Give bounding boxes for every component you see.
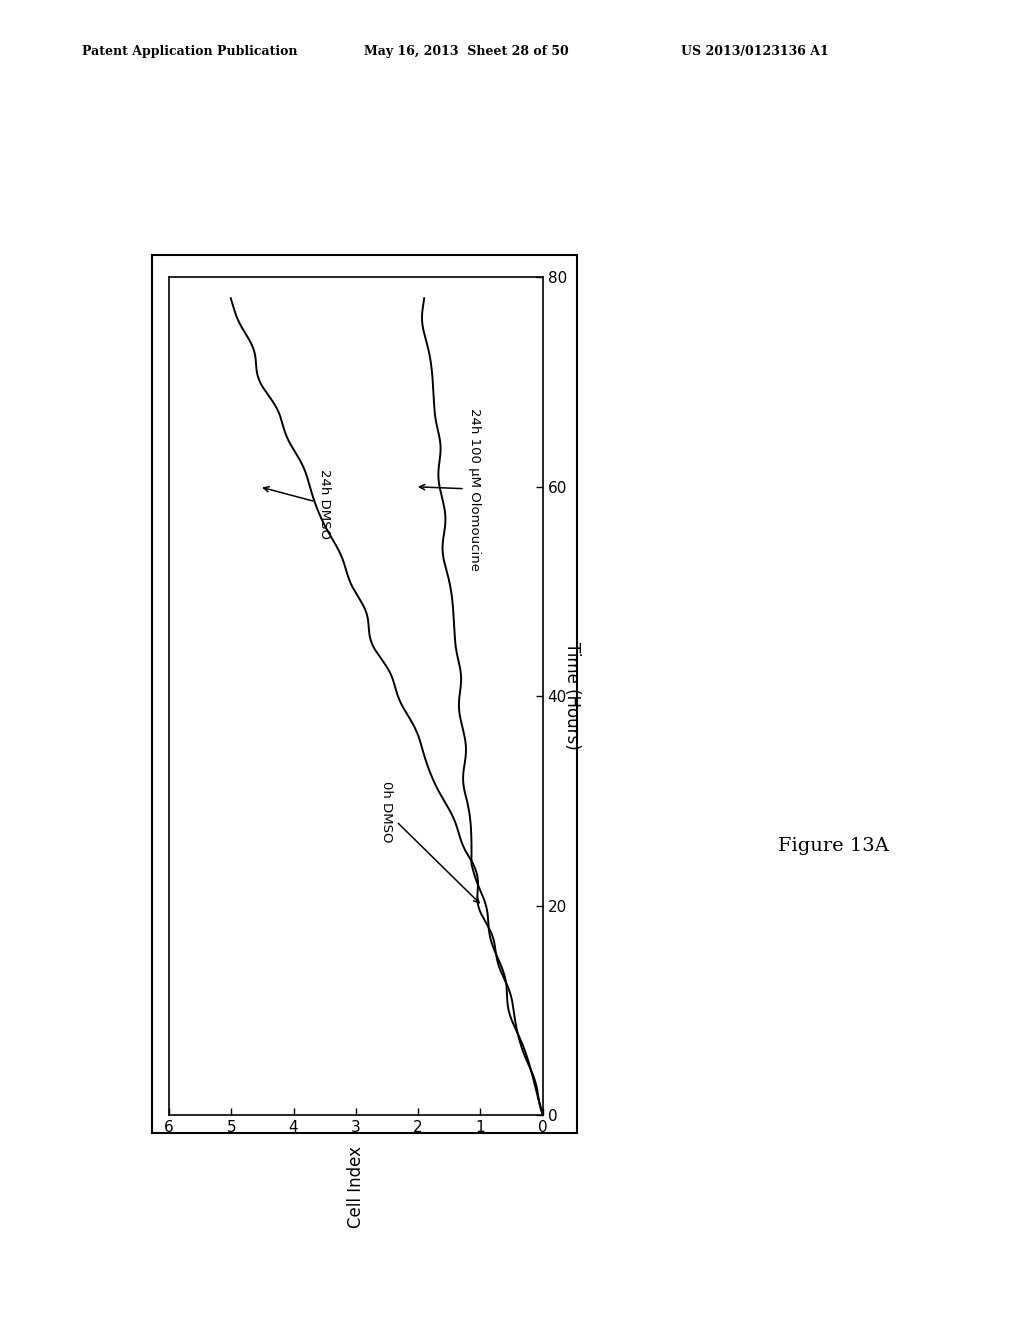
Text: 24h DMSO: 24h DMSO bbox=[263, 469, 331, 539]
Text: 24h 100 μM Olomoucine: 24h 100 μM Olomoucine bbox=[420, 408, 480, 570]
Text: May 16, 2013  Sheet 28 of 50: May 16, 2013 Sheet 28 of 50 bbox=[364, 45, 568, 58]
Y-axis label: Time (Hours): Time (Hours) bbox=[563, 643, 581, 750]
Text: Patent Application Publication: Patent Application Publication bbox=[82, 45, 297, 58]
Text: US 2013/0123136 A1: US 2013/0123136 A1 bbox=[681, 45, 828, 58]
X-axis label: Cell Index: Cell Index bbox=[347, 1146, 365, 1229]
Text: Figure 13A: Figure 13A bbox=[778, 837, 889, 855]
Text: 0h DMSO: 0h DMSO bbox=[381, 781, 479, 903]
